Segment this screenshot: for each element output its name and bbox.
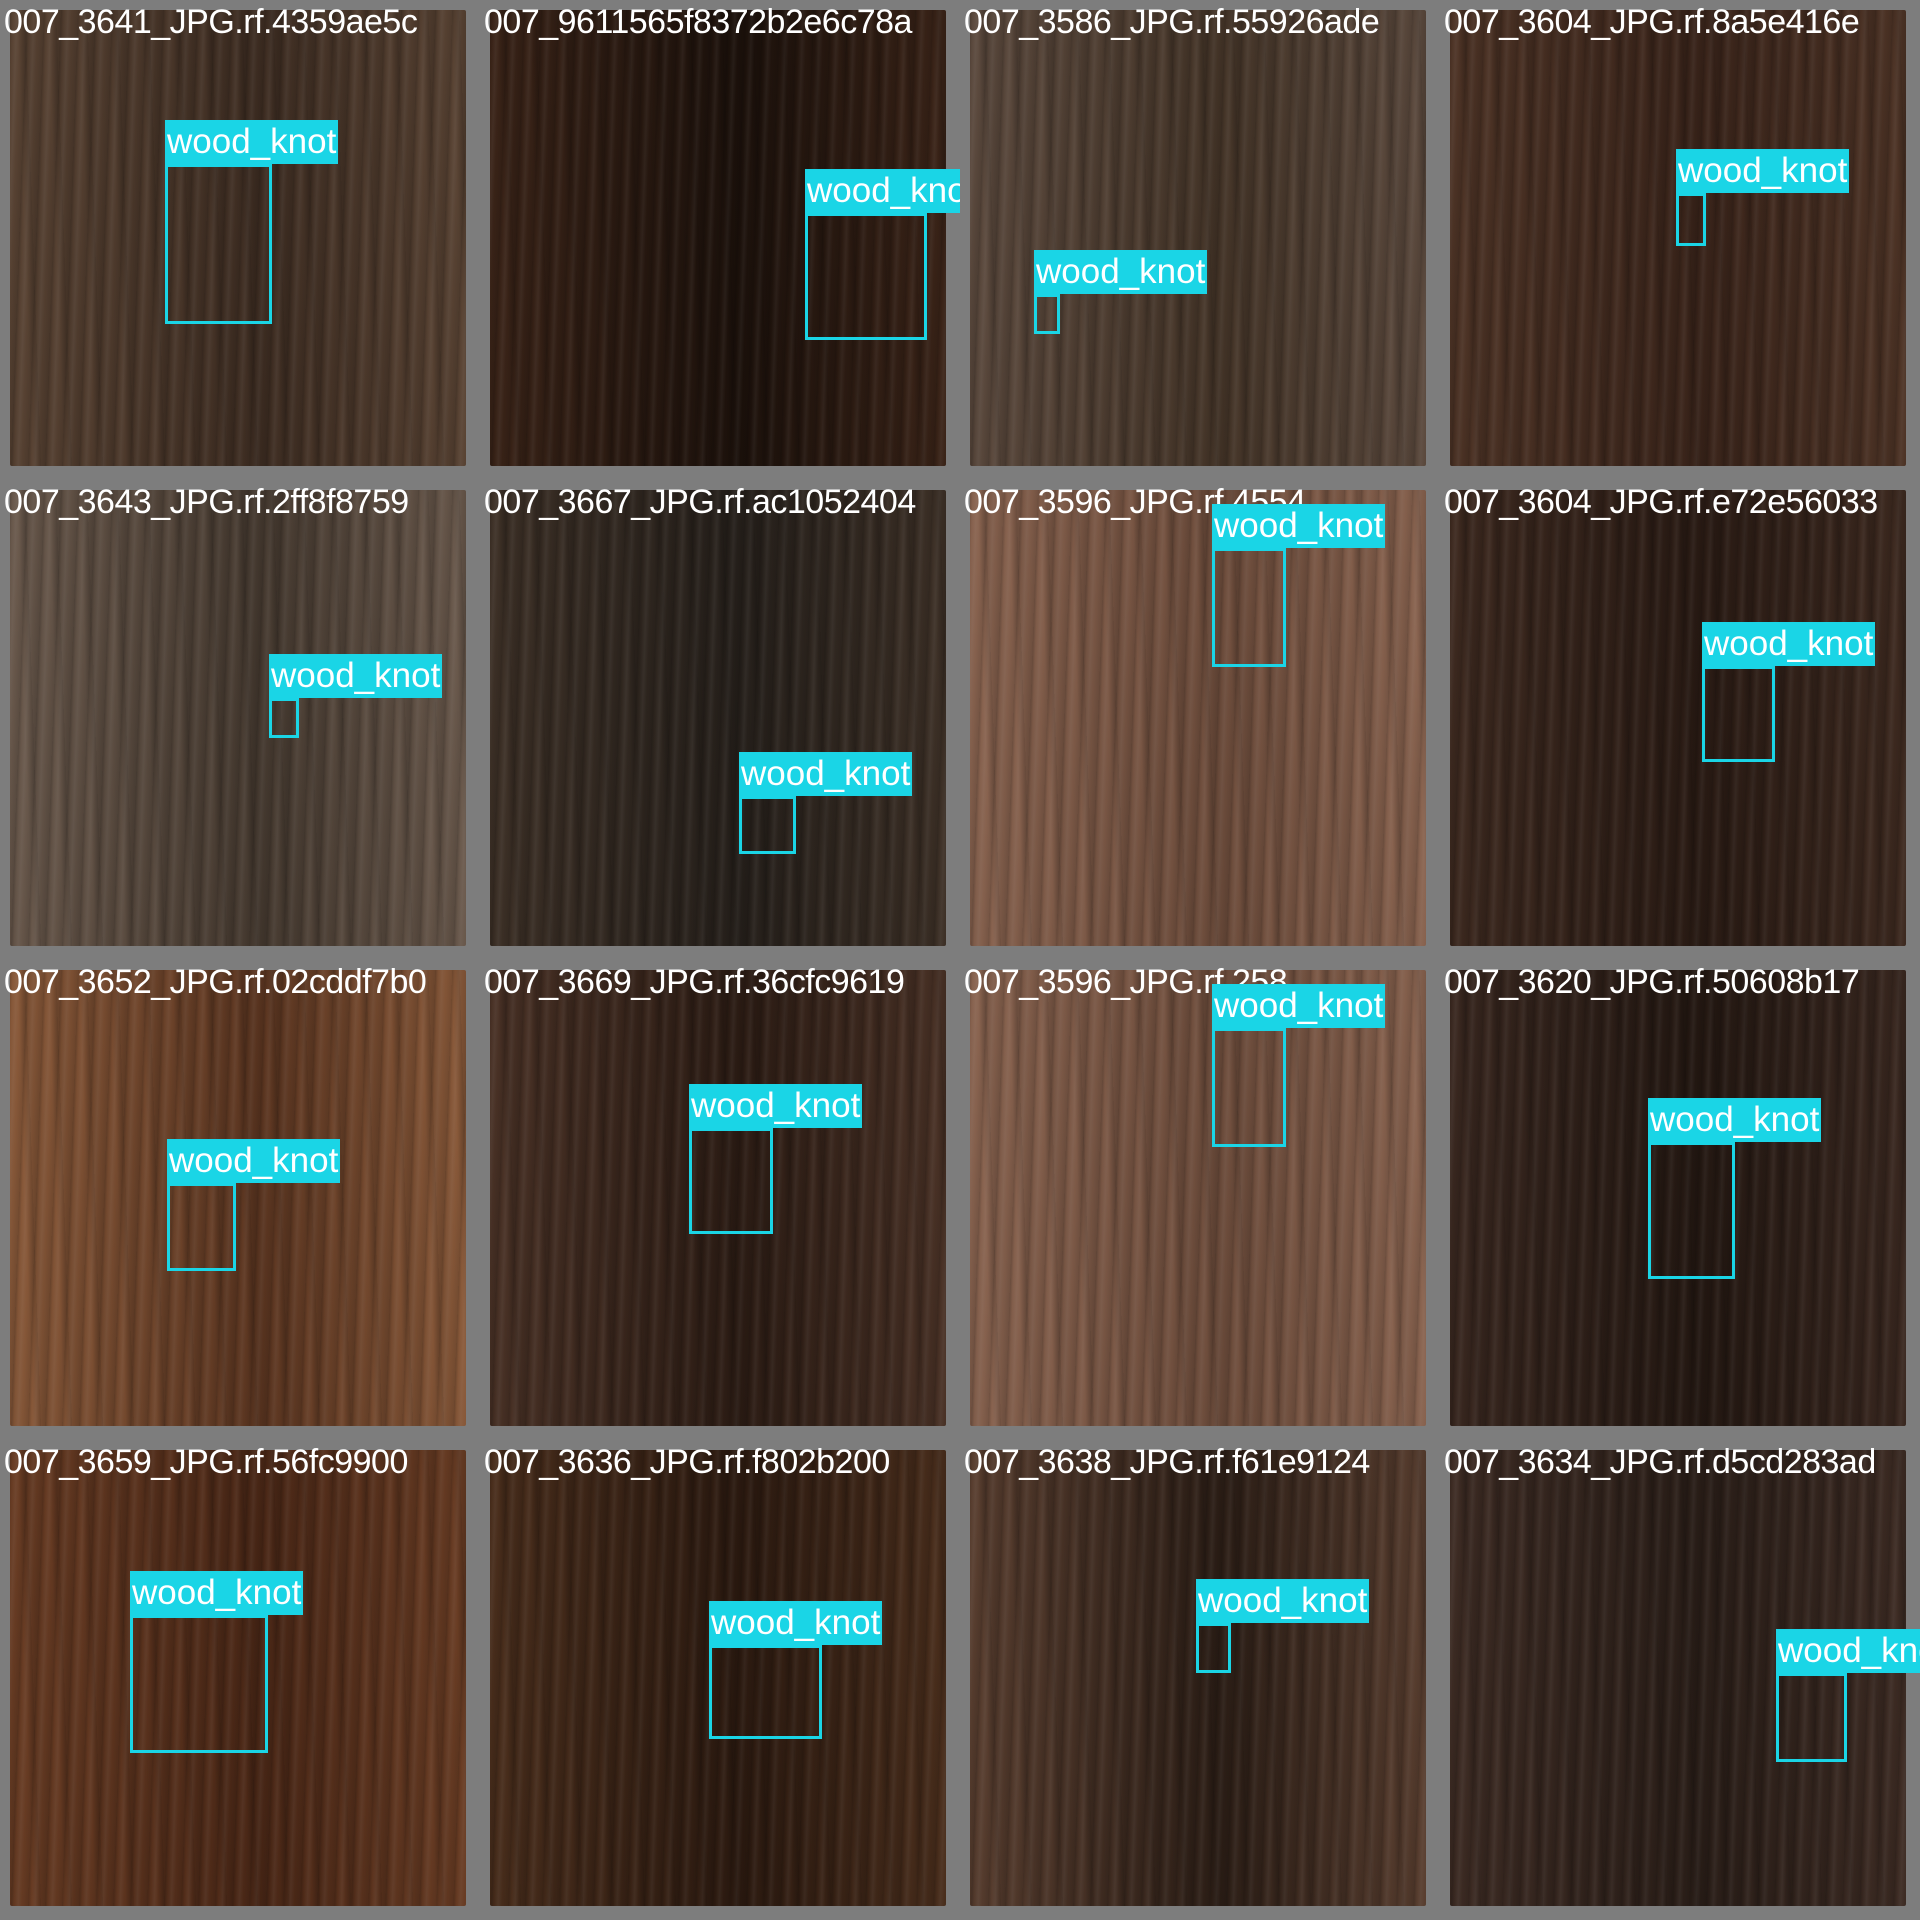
wood-photo	[10, 490, 466, 946]
wood-photo	[970, 10, 1426, 466]
image-filename: 007_3667_JPG.rf.ac1052404	[484, 483, 916, 521]
bounding-box	[269, 698, 299, 738]
box-label: wood_knot	[739, 752, 913, 796]
image-tile: 007_3634_JPG.rf.d5cd283ad wood_knot	[1440, 1440, 1920, 1920]
bounding-box	[1702, 666, 1775, 762]
box-label: wood_knot	[1212, 504, 1386, 548]
image-tile: 007_3659_JPG.rf.56fc9900 wood_knot	[0, 1440, 480, 1920]
box-label: wood_knot	[167, 1139, 341, 1183]
wood-photo	[490, 10, 946, 466]
image-filename: 007_3620_JPG.rf.50608b17	[1444, 963, 1860, 1001]
box-label: wood_knot	[1212, 984, 1386, 1028]
image-filename: 007_3604_JPG.rf.e72e56033	[1444, 483, 1878, 521]
box-label: wood_knot	[130, 1571, 304, 1615]
box-label: wood_knot	[1034, 250, 1208, 294]
bounding-box	[1676, 193, 1706, 246]
bounding-box	[1212, 1028, 1286, 1147]
box-label: wood_knot	[1196, 1579, 1370, 1623]
image-tile: 007_3636_JPG.rf.f802b200 wood_knot	[480, 1440, 960, 1920]
box-label: wood_knot	[689, 1084, 863, 1128]
bounding-box	[689, 1128, 773, 1234]
image-tile: 007_3596_JPG.rf.4554 wood_knot	[960, 480, 1440, 960]
box-label: wood_knot	[165, 120, 339, 164]
image-tile: 007_3596_JPG.rf.258 wood_knot	[960, 960, 1440, 1440]
wood-photo	[970, 970, 1426, 1426]
bounding-box	[1776, 1673, 1847, 1762]
bounding-box	[1648, 1142, 1735, 1279]
wood-photo	[970, 490, 1426, 946]
image-tile: 007_3669_JPG.rf.36cfc9619 wood_knot	[480, 960, 960, 1440]
box-label: wood_knot	[1676, 149, 1850, 193]
image-tile: 007_3604_JPG.rf.8a5e416e wood_knot	[1440, 0, 1920, 480]
image-tile: 007_3643_JPG.rf.2ff8f8759 wood_knot	[0, 480, 480, 960]
image-tile: 007_3620_JPG.rf.50608b17 wood_knot	[1440, 960, 1920, 1440]
bounding-box	[1034, 294, 1060, 334]
image-filename: 007_9611565f8372b2e6c78a	[484, 3, 912, 41]
box-label: wood_knot	[1702, 622, 1876, 666]
bounding-box	[805, 213, 927, 340]
box-label: wood_knot	[1648, 1098, 1822, 1142]
box-label: wood_knot	[269, 654, 443, 698]
image-tile: 007_3667_JPG.rf.ac1052404 wood_knot	[480, 480, 960, 960]
image-filename: 007_3659_JPG.rf.56fc9900	[4, 1443, 408, 1481]
image-tile: 007_3638_JPG.rf.f61e9124 wood_knot	[960, 1440, 1440, 1920]
bounding-box	[167, 1183, 236, 1271]
wood-photo	[1450, 1450, 1906, 1906]
image-filename: 007_3604_JPG.rf.8a5e416e	[1444, 3, 1860, 41]
image-filename: 007_3586_JPG.rf.55926ade	[964, 3, 1380, 41]
wood-photo	[490, 490, 946, 946]
wood-photo	[10, 1450, 466, 1906]
image-tile: 007_3586_JPG.rf.55926ade wood_knot	[960, 0, 1440, 480]
image-filename: 007_3634_JPG.rf.d5cd283ad	[1444, 1443, 1876, 1481]
bounding-box	[1196, 1623, 1231, 1673]
bounding-box	[165, 164, 272, 324]
image-filename: 007_3652_JPG.rf.02cddf7b0	[4, 963, 427, 1001]
wood-photo	[10, 970, 466, 1426]
image-tile: 007_3652_JPG.rf.02cddf7b0 wood_knot	[0, 960, 480, 1440]
wood-photo	[970, 1450, 1426, 1906]
image-filename: 007_3636_JPG.rf.f802b200	[484, 1443, 890, 1481]
wood-photo	[10, 10, 466, 466]
bounding-box	[709, 1645, 822, 1739]
image-tile: 007_3641_JPG.rf.4359ae5c wood_knot	[0, 0, 480, 480]
box-label: wood_knot	[1776, 1629, 1920, 1673]
image-filename: 007_3638_JPG.rf.f61e9124	[964, 1443, 1370, 1481]
bounding-box	[739, 796, 796, 854]
wood-photo	[490, 970, 946, 1426]
image-tile: 007_9611565f8372b2e6c78a wood_knot	[480, 0, 960, 480]
box-label: wood_knot	[709, 1601, 883, 1645]
wood-photo	[1450, 970, 1906, 1426]
image-tile: 007_3604_JPG.rf.e72e56033 wood_knot	[1440, 480, 1920, 960]
bounding-box	[130, 1615, 268, 1753]
box-label: wood_knot	[805, 169, 960, 213]
image-filename: 007_3643_JPG.rf.2ff8f8759	[4, 483, 409, 521]
wood-photo	[1450, 490, 1906, 946]
image-filename: 007_3641_JPG.rf.4359ae5c	[4, 3, 418, 41]
wood-photo	[490, 1450, 946, 1906]
image-filename: 007_3669_JPG.rf.36cfc9619	[484, 963, 905, 1001]
bounding-box	[1212, 548, 1286, 667]
